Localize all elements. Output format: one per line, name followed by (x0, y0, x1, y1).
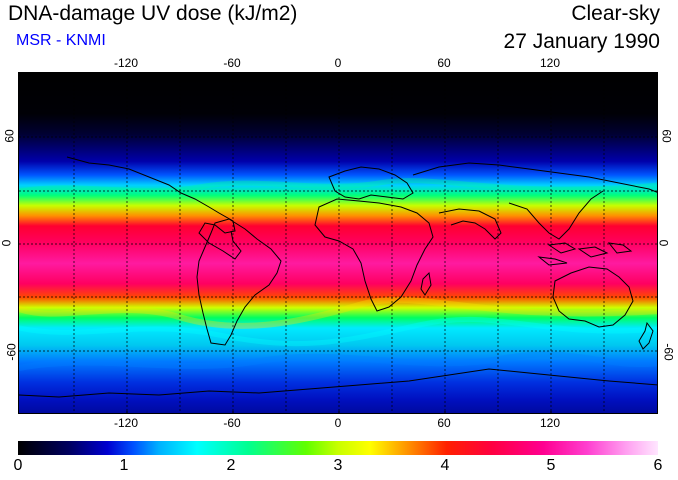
map-date-label: 27 January 1990 (503, 30, 660, 53)
colorbar-label: 3 (333, 457, 343, 474)
lon-tick-bottom: 60 (437, 416, 451, 430)
graticule (19, 73, 657, 413)
lon-tick-bottom: 120 (539, 416, 561, 430)
map-title: DNA-damage UV dose (kJ/m2) (8, 2, 298, 25)
lon-tick-top: 120 (539, 56, 561, 70)
frame-ticks (126, 73, 552, 413)
lon-tick-bottom: -120 (113, 416, 139, 430)
lat-tick-right: 0 (656, 239, 671, 247)
lat-tick-right: 60 (659, 129, 674, 143)
lon-tick-top: 60 (437, 56, 451, 70)
band-texture (19, 178, 657, 371)
colorbar-label: 5 (546, 457, 556, 474)
australia-outline (552, 266, 634, 328)
new-zealand-outline (638, 321, 654, 350)
colorbar-label: 6 (653, 457, 663, 474)
map-source-label: MSR - KNMI (16, 32, 106, 49)
lat-tick-left: -60 (4, 343, 19, 361)
north-america-outline (66, 156, 242, 260)
colorbar-label: 2 (226, 457, 236, 474)
dose-colorbar (18, 441, 658, 455)
europe-outline (328, 166, 414, 200)
madagascar-outline (420, 271, 432, 296)
sky-condition-label: Clear-sky (571, 2, 660, 25)
lon-tick-bottom: -60 (223, 416, 241, 430)
lon-tick-top: -60 (223, 56, 241, 70)
antarctica-outline (19, 368, 657, 398)
africa-outline (314, 198, 434, 312)
indonesia-outline (537, 242, 633, 266)
uv-dose-map (18, 72, 658, 414)
lat-tick-left: 60 (2, 129, 17, 143)
lat-tick-right: -60 (661, 343, 676, 361)
lat-tick-left: 0 (0, 239, 14, 247)
map-overlay (19, 73, 657, 413)
lon-tick-bottom: 0 (334, 416, 342, 430)
colorbar-label: 4 (440, 457, 450, 474)
asia-outline (412, 162, 657, 240)
colorbar-label: 1 (119, 457, 129, 474)
lon-tick-top: 0 (334, 56, 342, 70)
colorbar-label: 0 (13, 457, 23, 474)
lon-tick-top: -120 (113, 56, 139, 70)
